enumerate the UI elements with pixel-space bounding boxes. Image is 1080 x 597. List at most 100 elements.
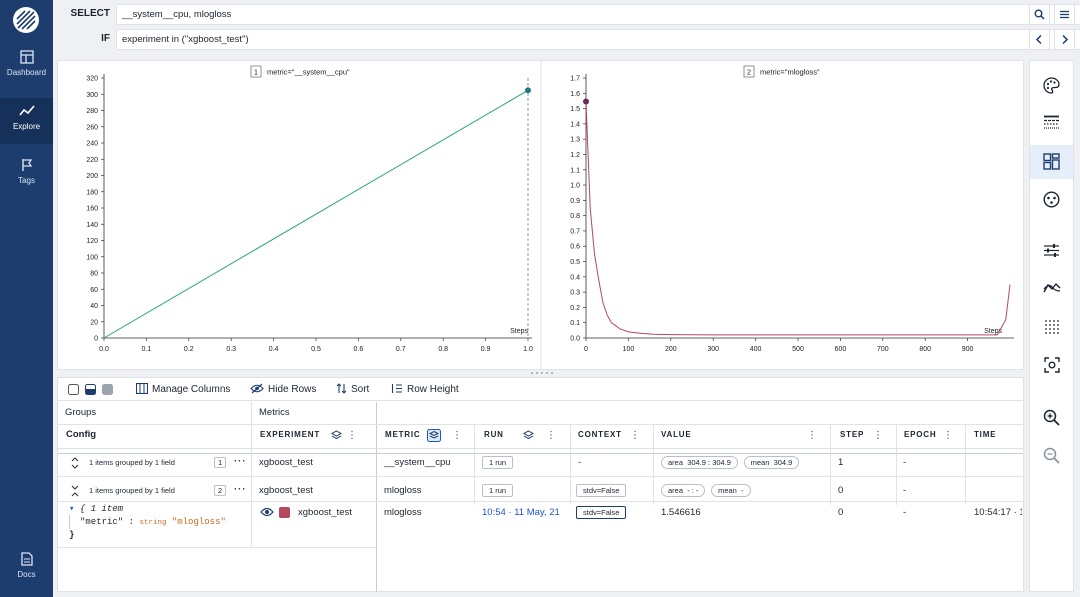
group-1-step: 1	[838, 457, 844, 468]
explore-icon	[18, 105, 35, 116]
row-size-large-icon[interactable]	[102, 384, 113, 395]
metric-col-menu-icon[interactable]: ⋮	[452, 430, 462, 441]
zoom-out-icon	[1043, 447, 1060, 464]
menu-button[interactable]	[1054, 4, 1075, 25]
caret-down-icon[interactable]: ▾	[69, 504, 75, 514]
nav-dashboard[interactable]: Dashboard	[0, 44, 53, 90]
chart-2: 0.0 0.1 0.2 0.3 0.4 0.5 0.6 0.7 0.8 0.9 1.0 1.1 1.2 1…	[570, 74, 1014, 353]
row-height-button[interactable]: Row Height	[390, 378, 459, 401]
resize-grip-icon[interactable]	[526, 371, 556, 375]
chart-1-y-tick-label: 40	[90, 303, 98, 310]
eye-off-icon	[250, 383, 264, 394]
value-col-header[interactable]: VALUE	[661, 430, 692, 439]
grid-layout-icon	[1043, 153, 1060, 170]
context-col-header[interactable]: CONTEXT	[578, 430, 622, 439]
row-size-small-icon[interactable]	[68, 384, 79, 395]
chart-color-button[interactable]	[1030, 69, 1073, 103]
chart-2-y-tick-label: 0.1	[570, 320, 580, 327]
chart-2-point	[583, 98, 589, 105]
smoothing-button[interactable]	[1030, 273, 1073, 307]
chart-2-y-tick-label: 0.0	[570, 336, 580, 343]
expand-icon[interactable]	[71, 457, 79, 469]
config-line-2: "metric" : string "mlogloss"	[69, 515, 226, 529]
group-2-index: 2	[214, 480, 227, 502]
config-line-1[interactable]: ▾ { 1 item	[69, 504, 124, 514]
chart-2-y-tick-label: 1.5	[570, 106, 580, 113]
run-color-swatch[interactable]	[279, 507, 290, 518]
chart-1-x-tick-label: 0.5	[311, 346, 321, 353]
experiment-col-menu-icon[interactable]: ⋮	[347, 430, 357, 441]
runs-table: Manage Columns Hide Rows Sort Row Height	[57, 377, 1024, 592]
select-input[interactable]: __system__cpu, mlogloss	[116, 4, 1080, 25]
chart-1: 0 20 40 60 80 100 120 140 160 180 200 220 240 260 280 3…	[86, 74, 533, 353]
density-icon	[1044, 320, 1059, 334]
metric-col-header[interactable]: METRIC	[385, 430, 421, 439]
group-2-metric: mlogloss	[384, 485, 422, 496]
chart-2-y-tick-label: 0.6	[570, 244, 580, 251]
logo-icon[interactable]	[12, 6, 40, 34]
group-by-icon[interactable]	[331, 430, 342, 441]
zoom-in-button[interactable]	[1030, 401, 1073, 435]
group-by-icon[interactable]	[523, 430, 534, 441]
chart-1-y-tick-label: 180	[86, 189, 98, 196]
nav-tags[interactable]: Tags	[0, 152, 53, 198]
chart-1-y-tick-label: 200	[86, 173, 98, 180]
charts-panel: 1 metric="__system__cpu" 2 metric="mlogl…	[57, 60, 1024, 370]
search-button[interactable]	[1029, 4, 1050, 25]
chart-2-y-tick-label: 0.5	[570, 259, 580, 266]
group-1-epoch: -	[903, 457, 907, 468]
time-col-header[interactable]: TIME	[974, 430, 997, 439]
col-divider	[376, 402, 377, 592]
zoom-out-button[interactable]	[1030, 439, 1073, 473]
value-col-menu-icon[interactable]: ⋮	[807, 430, 817, 441]
nav-explore[interactable]: Explore	[0, 98, 53, 144]
next-button[interactable]	[1054, 29, 1075, 50]
prev-button[interactable]	[1029, 29, 1050, 50]
group-1-more-icon[interactable]: ···	[234, 456, 247, 467]
group-1-metric: __system__cpu	[384, 457, 451, 468]
epoch-col-header[interactable]: EPOCH	[904, 430, 937, 439]
charts-svg[interactable]: 1 metric="__system__cpu" 2 metric="mlogl…	[58, 61, 1023, 369]
eye-icon[interactable]	[260, 507, 274, 517]
metrics-header: Metrics	[259, 407, 290, 418]
hide-rows-button[interactable]: Hide Rows	[250, 378, 316, 401]
step-col-menu-icon[interactable]: ⋮	[873, 430, 883, 441]
nav-docs[interactable]: Docs	[0, 546, 53, 592]
chart-1-x-tick-label: 0.3	[226, 346, 236, 353]
if-input[interactable]: experiment in ("xgboost_test")	[116, 29, 1080, 50]
chart-1-x-tick-label: 0.1	[142, 346, 152, 353]
context-col-menu-icon[interactable]: ⋮	[630, 430, 640, 441]
group-2-more-icon[interactable]: ···	[234, 484, 247, 495]
axes-props-button[interactable]	[1030, 235, 1073, 269]
experiment-col-header[interactable]: EXPERIMENT	[260, 430, 321, 439]
chart-2-x-tick-label: 800	[919, 346, 931, 353]
sort-button[interactable]: Sort	[336, 378, 369, 401]
divide-charts-button[interactable]	[1030, 145, 1073, 179]
stroke-style-button[interactable]	[1030, 107, 1073, 141]
sort-icon	[336, 383, 347, 394]
row-divider	[58, 448, 1023, 449]
collapse-icon[interactable]	[71, 485, 79, 497]
item-run-link[interactable]: 10:54 · 11 May, 21	[482, 507, 560, 518]
aggregate-button[interactable]	[1030, 183, 1073, 217]
manage-columns-button[interactable]: Manage Columns	[135, 378, 230, 401]
chart-2-y-tick-label: 0.7	[570, 228, 580, 235]
search-icon	[1034, 9, 1045, 20]
high-density-button[interactable]	[1030, 311, 1073, 345]
item-value: 1.546616	[661, 507, 701, 518]
row-size-medium-icon[interactable]	[85, 384, 96, 395]
run-col-menu-icon[interactable]: ⋮	[546, 430, 556, 441]
col-divider	[830, 425, 831, 505]
epoch-col-menu-icon[interactable]: ⋮	[943, 430, 953, 441]
chart-2-y-tick-label: 1.1	[570, 167, 580, 174]
run-col-header[interactable]: RUN	[484, 430, 504, 439]
col-divider	[653, 425, 654, 505]
tags-icon	[21, 159, 32, 171]
group-by-active-icon[interactable]	[427, 429, 441, 442]
group-2-text: 1 items grouped by 1 field	[89, 486, 175, 495]
row-height-label: Row Height	[407, 384, 459, 395]
focus-icon	[1043, 357, 1060, 373]
step-col-header[interactable]: STEP	[840, 430, 865, 439]
item-experiment: xgboost_test	[298, 507, 352, 518]
highlight-mode-button[interactable]	[1030, 349, 1073, 383]
